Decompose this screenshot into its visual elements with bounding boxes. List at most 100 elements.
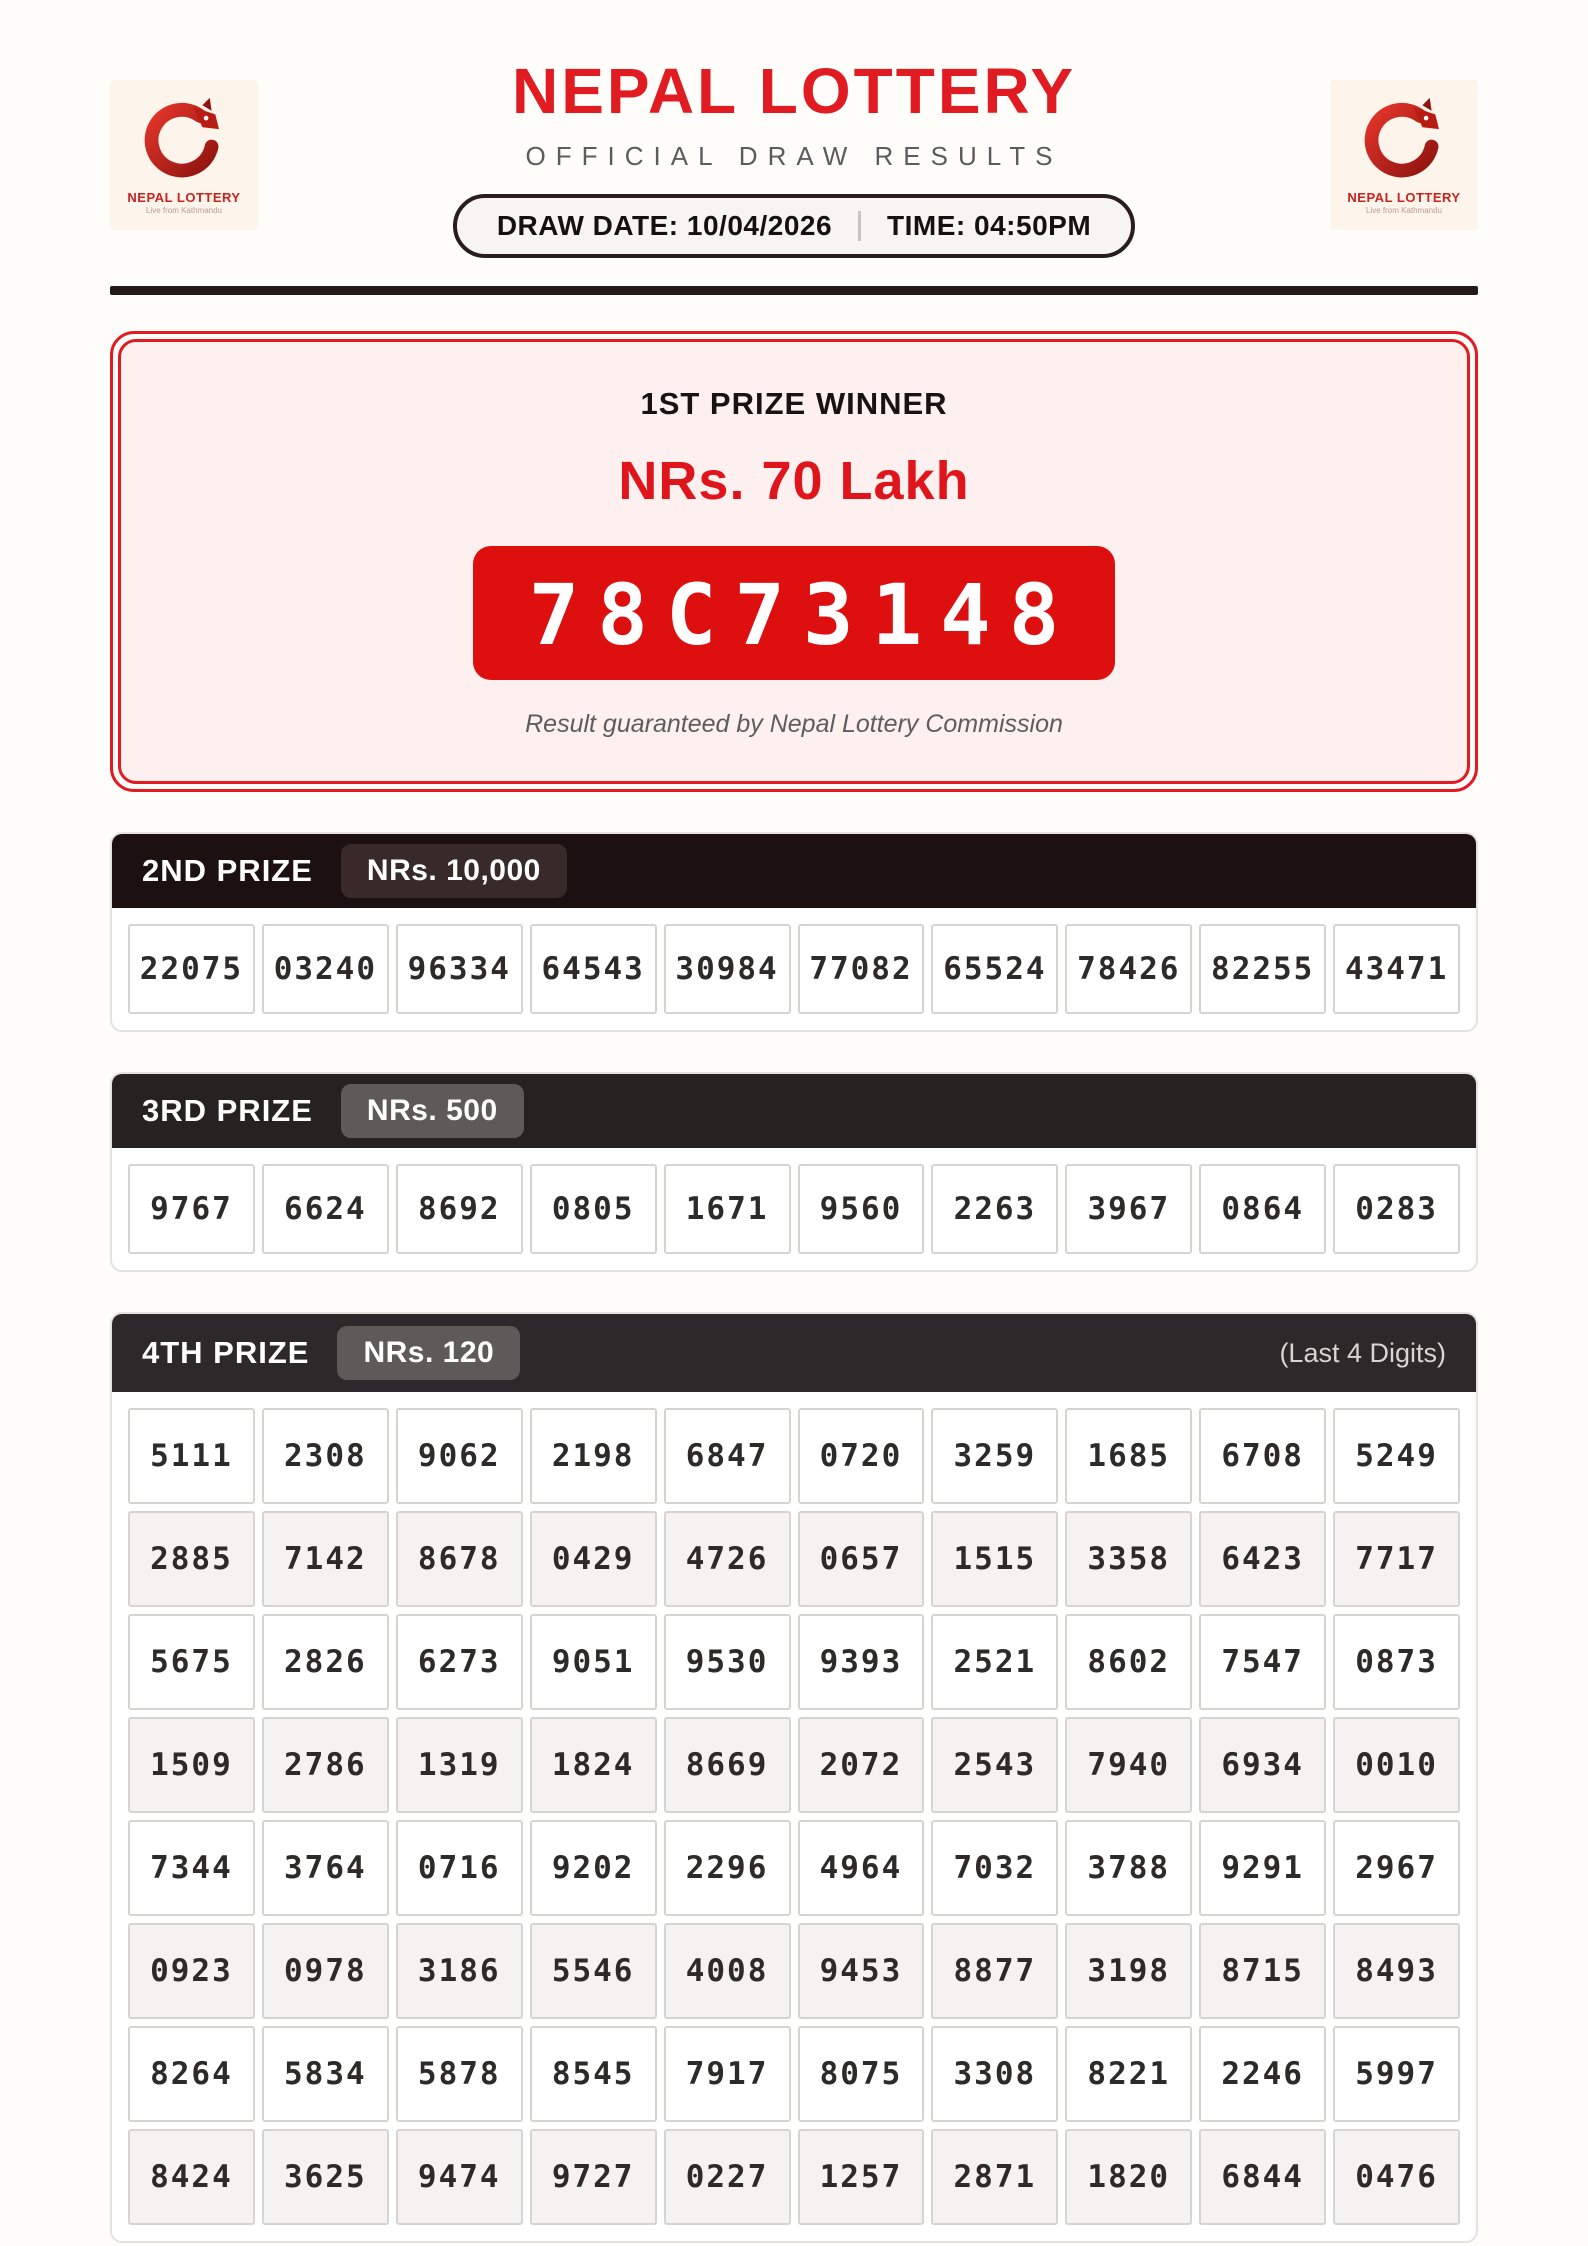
header-center: NEPAL LOTTERY OFFICIAL DRAW RESULTS DRAW… — [258, 55, 1330, 259]
logo-left-tagline: Live from Kathmandu — [145, 205, 223, 215]
fourth-prize-header: 4TH PRIZE NRs. 120 (Last 4 Digits) — [112, 1314, 1476, 1393]
number-cell: 5546 — [529, 1923, 657, 2020]
number-cell: 6934 — [1199, 1717, 1327, 1814]
number-cell: 7547 — [1199, 1614, 1327, 1711]
third-prize-section: 3RD PRIZE NRs. 500 9767 6624 8692 0805 1671 9… — [110, 1072, 1478, 1273]
fourth-prize-label: 4TH PRIZE — [142, 1335, 310, 1371]
number-cell: 2246 — [1199, 2026, 1327, 2123]
number-cell: 0805 — [529, 1164, 657, 1255]
number-cell: 0720 — [797, 1408, 925, 1505]
number-cell: 8678 — [395, 1511, 523, 1608]
dragon-logo-icon — [1358, 96, 1450, 188]
number-cell: 9291 — [1199, 1820, 1327, 1917]
number-cell: 1824 — [529, 1717, 657, 1814]
number-cell: 0476 — [1333, 2129, 1460, 2226]
logo-left-name: NEPAL LOTTERY — [127, 189, 241, 205]
number-cell: 3764 — [261, 1820, 389, 1917]
second-prize-header: 2ND PRIZE NRs. 10,000 — [112, 834, 1476, 909]
number-cell: 6844 — [1199, 2129, 1327, 2226]
number-cell: 0873 — [1333, 1614, 1460, 1711]
number-cell: 0864 — [1199, 1164, 1327, 1255]
page-title: NEPAL LOTTERY — [511, 55, 1077, 127]
first-prize-note: Result guaranteed by Nepal Lottery Commi… — [525, 710, 1063, 739]
number-cell: 6423 — [1199, 1511, 1327, 1608]
number-cell: 96334 — [395, 924, 523, 1015]
number-cell: 9727 — [529, 2129, 657, 2226]
number-cell: 5997 — [1333, 2026, 1460, 2123]
number-cell: 1671 — [663, 1164, 791, 1255]
number-cell: 0010 — [1333, 1717, 1460, 1814]
number-cell: 7032 — [931, 1820, 1059, 1917]
number-cell: 43471 — [1333, 924, 1461, 1015]
logo-right: NEPAL LOTTERY Live from Kathmandu — [1330, 80, 1478, 230]
number-cell: 6708 — [1199, 1408, 1327, 1505]
number-cell: 5111 — [128, 1408, 255, 1505]
number-cell: 7142 — [261, 1511, 389, 1608]
number-cell: 82255 — [1199, 924, 1327, 1015]
number-cell: 8221 — [1065, 2026, 1193, 2123]
number-cell: 22075 — [128, 924, 255, 1015]
number-cell: 30984 — [663, 924, 791, 1015]
number-cell: 0283 — [1333, 1164, 1461, 1255]
fourth-prize-note: (Last 4 Digits) — [1279, 1337, 1446, 1368]
second-prize-section: 2ND PRIZE NRs. 10,000 22075 03240 96334 645… — [110, 832, 1478, 1033]
header-divider — [110, 286, 1478, 296]
dragon-logo-icon — [138, 96, 230, 188]
number-cell: 2786 — [261, 1717, 389, 1814]
number-cell: 7344 — [128, 1820, 255, 1917]
number-cell: 7940 — [1065, 1717, 1193, 1814]
number-cell: 2543 — [931, 1717, 1059, 1814]
number-cell: 65524 — [931, 924, 1059, 1015]
number-cell: 8264 — [128, 2026, 255, 2123]
logo-left: NEPAL LOTTERY Live from Kathmandu — [110, 80, 258, 230]
number-cell: 8669 — [663, 1717, 791, 1814]
number-cell: 1515 — [931, 1511, 1059, 1608]
third-prize-numbers: 9767 6624 8692 0805 1671 9560 2263 3967 0864 0283 — [112, 1148, 1476, 1270]
number-cell: 5249 — [1333, 1408, 1460, 1505]
third-prize-amount-badge: NRs. 500 — [340, 1084, 524, 1139]
header: NEPAL LOTTERY Live from Kathmandu NEPAL … — [110, 0, 1478, 259]
number-cell: 2263 — [931, 1164, 1059, 1255]
number-cell: 6273 — [395, 1614, 523, 1711]
draw-time: TIME: 04:50PM — [887, 210, 1092, 242]
number-cell: 8493 — [1333, 1923, 1460, 2020]
number-cell: 3259 — [931, 1408, 1059, 1505]
number-cell: 5675 — [128, 1614, 255, 1711]
number-cell: 1257 — [797, 2129, 925, 2226]
number-cell: 8424 — [128, 2129, 255, 2226]
number-cell: 7717 — [1333, 1511, 1460, 1608]
fourth-prize-numbers-grid: 5111 2308 9062 2198 6847 0720 3259 1685 6708 5249… — [112, 1392, 1476, 2241]
number-cell: 8075 — [797, 2026, 925, 2123]
logo-right-name: NEPAL LOTTERY — [1347, 189, 1461, 205]
number-cell: 1319 — [395, 1717, 523, 1814]
number-cell: 8715 — [1199, 1923, 1327, 2020]
number-cell: 9530 — [663, 1614, 791, 1711]
number-cell: 1685 — [1065, 1408, 1193, 1505]
number-cell: 0716 — [395, 1820, 523, 1917]
first-prize-heading: 1ST PRIZE WINNER — [640, 386, 948, 422]
number-cell: 2308 — [261, 1408, 389, 1505]
number-cell: 4008 — [663, 1923, 791, 2020]
draw-info-pill: DRAW DATE: 10/04/2026 TIME: 04:50PM — [452, 194, 1136, 259]
first-prize-number-box: 78C73148 — [472, 546, 1116, 681]
number-cell: 2967 — [1333, 1820, 1460, 1917]
third-prize-label: 3RD PRIZE — [142, 1093, 313, 1129]
number-cell: 6847 — [663, 1408, 791, 1505]
number-cell: 2198 — [529, 1408, 657, 1505]
first-prize-number: 78C73148 — [528, 566, 1078, 665]
number-cell: 64543 — [529, 924, 657, 1015]
number-cell: 8602 — [1065, 1614, 1193, 1711]
number-cell: 2871 — [931, 2129, 1059, 2226]
number-cell: 3198 — [1065, 1923, 1193, 2020]
number-cell: 0657 — [797, 1511, 925, 1608]
number-cell: 3788 — [1065, 1820, 1193, 1917]
first-prize-inner: 1ST PRIZE WINNER NRs. 70 Lakh 78C73148 R… — [118, 339, 1470, 785]
number-cell: 2885 — [128, 1511, 255, 1608]
number-cell: 9062 — [395, 1408, 523, 1505]
second-prize-numbers: 22075 03240 96334 64543 30984 77082 65524 78426… — [112, 908, 1476, 1030]
number-cell: 9393 — [797, 1614, 925, 1711]
first-prize-box: 1ST PRIZE WINNER NRs. 70 Lakh 78C73148 R… — [110, 331, 1478, 793]
number-cell: 3308 — [931, 2026, 1059, 2123]
second-prize-amount-badge: NRs. 10,000 — [340, 844, 567, 899]
